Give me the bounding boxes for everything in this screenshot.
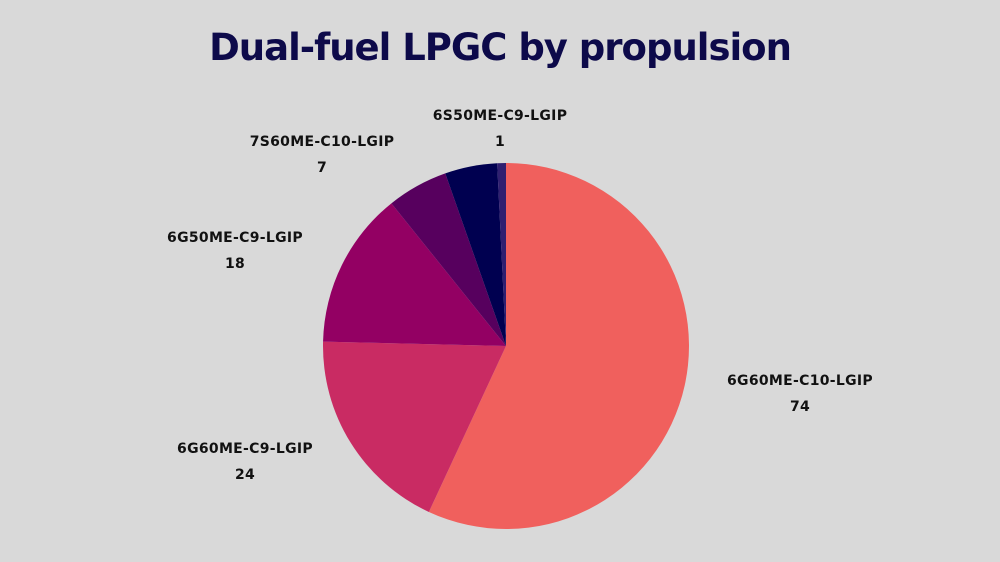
pie-slice bbox=[323, 341, 506, 512]
slice-value: 74 bbox=[789, 399, 811, 415]
slice-label-6s50me-c9: 6S50ME-C9-LGIP 1 bbox=[400, 103, 600, 155]
pie-slice bbox=[323, 203, 506, 346]
slice-name: 6S50ME-C9-LGIP bbox=[432, 108, 568, 124]
slice-name: 7S60ME-C10-LGIP bbox=[249, 134, 395, 150]
slice-label-6g60me-c9: 6G60ME-C9-LGIP 24 bbox=[145, 436, 345, 488]
slice-name: 6G50ME-C9-LGIP bbox=[167, 230, 303, 246]
slice-label-7s60me-c10: 7S60ME-C10-LGIP 7 bbox=[222, 129, 422, 181]
slice-label-6g60me-c10: 6G60ME-C10-LGIP 74 bbox=[700, 368, 900, 420]
slice-value: 24 bbox=[234, 467, 256, 483]
slice-name: 6G60ME-C10-LGIP bbox=[727, 373, 873, 389]
pie-slice bbox=[428, 163, 689, 529]
slice-label-6g50me-c9: 6G50ME-C9-LGIP 18 bbox=[135, 225, 335, 277]
slice-value: 18 bbox=[224, 256, 246, 272]
chart-title: Dual-fuel LPGC by propulsion bbox=[209, 26, 792, 69]
pie-slice bbox=[497, 163, 506, 346]
pie-slice bbox=[391, 173, 506, 346]
slice-value: 1 bbox=[494, 134, 506, 150]
slice-name: 6G60ME-C9-LGIP bbox=[177, 441, 313, 457]
pie-slice bbox=[445, 163, 506, 346]
slice-value: 7 bbox=[316, 160, 328, 176]
